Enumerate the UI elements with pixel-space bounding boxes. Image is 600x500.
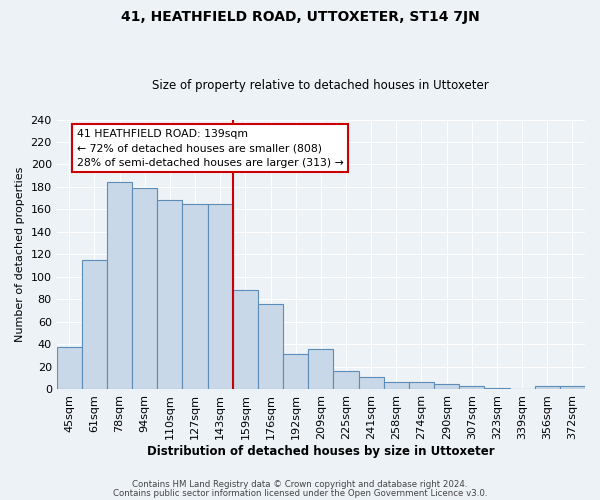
X-axis label: Distribution of detached houses by size in Uttoxeter: Distribution of detached houses by size … xyxy=(147,444,494,458)
Y-axis label: Number of detached properties: Number of detached properties xyxy=(15,166,25,342)
Text: Contains HM Land Registry data © Crown copyright and database right 2024.: Contains HM Land Registry data © Crown c… xyxy=(132,480,468,489)
Bar xyxy=(107,182,132,389)
Text: 41, HEATHFIELD ROAD, UTTOXETER, ST14 7JN: 41, HEATHFIELD ROAD, UTTOXETER, ST14 7JN xyxy=(121,10,479,24)
Bar xyxy=(132,188,157,389)
Bar xyxy=(157,200,182,389)
Bar xyxy=(560,386,585,389)
Bar xyxy=(359,376,384,389)
Bar xyxy=(208,204,233,389)
Bar xyxy=(535,386,560,389)
Text: 41 HEATHFIELD ROAD: 139sqm
← 72% of detached houses are smaller (808)
28% of sem: 41 HEATHFIELD ROAD: 139sqm ← 72% of deta… xyxy=(77,128,344,168)
Bar xyxy=(409,382,434,389)
Bar xyxy=(308,348,334,389)
Text: Contains public sector information licensed under the Open Government Licence v3: Contains public sector information licen… xyxy=(113,488,487,498)
Bar xyxy=(258,304,283,389)
Title: Size of property relative to detached houses in Uttoxeter: Size of property relative to detached ho… xyxy=(152,79,489,92)
Bar xyxy=(82,260,107,389)
Bar xyxy=(384,382,409,389)
Bar xyxy=(233,290,258,389)
Bar xyxy=(56,348,82,389)
Bar xyxy=(334,371,359,389)
Bar xyxy=(182,204,208,389)
Bar xyxy=(283,354,308,389)
Bar xyxy=(459,386,484,389)
Bar xyxy=(434,384,459,389)
Bar xyxy=(484,388,509,389)
